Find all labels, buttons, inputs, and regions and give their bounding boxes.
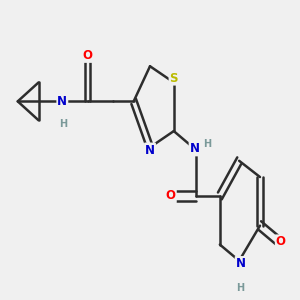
Text: N: N [57,95,67,108]
Text: N: N [190,142,200,155]
Text: H: H [203,139,211,148]
Text: O: O [276,236,286,248]
Text: H: H [237,283,245,293]
Text: H: H [59,119,67,129]
Text: S: S [169,72,178,85]
Text: O: O [166,189,176,203]
Text: N: N [236,257,246,270]
Text: O: O [82,49,93,62]
Text: N: N [145,143,155,157]
